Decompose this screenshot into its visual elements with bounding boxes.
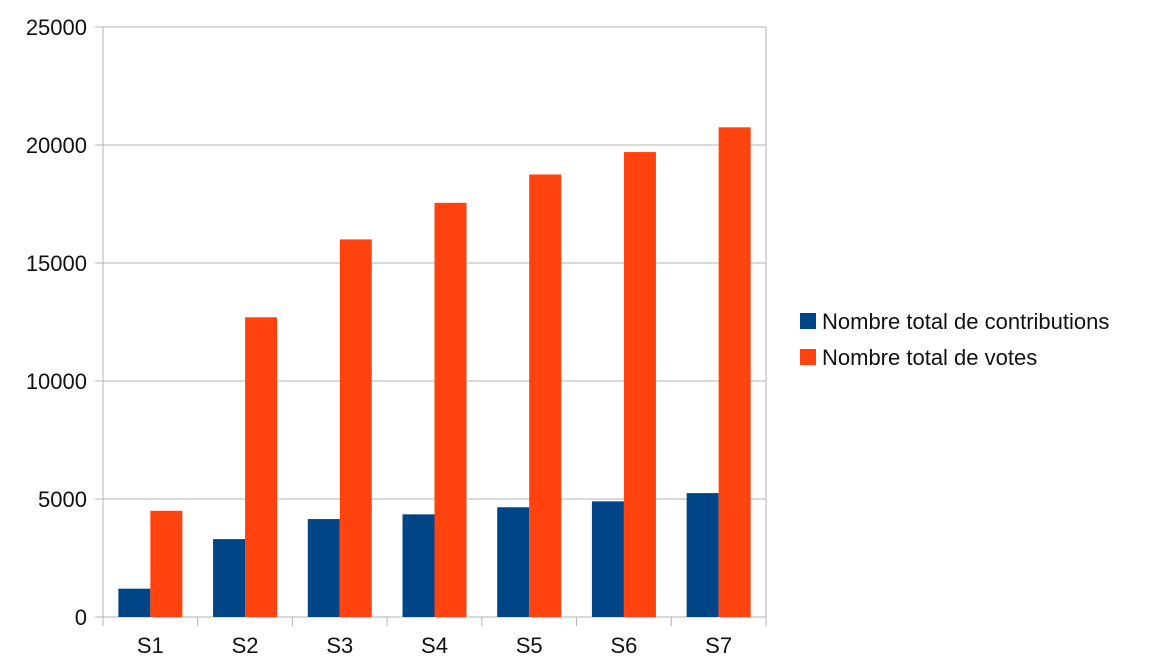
bar-contributions-s5 [497,507,530,617]
legend-swatch [800,313,816,329]
bar-contributions-s4 [402,514,435,617]
y-tick-label: 15000 [26,251,87,276]
legend-swatch [800,349,816,365]
bar-votes-s3 [339,239,372,617]
gridlines [95,26,766,618]
x-tick-label: S1 [137,633,164,658]
bars [118,127,751,618]
x-tick-label: S7 [705,633,732,658]
bar-contributions-s7 [686,493,719,617]
x-axis-ticks: S1 S2 S3 S4 S5 S6 S7 [102,617,767,658]
bar-votes-s7 [718,127,751,618]
bar-votes-s2 [245,317,278,617]
y-tick-label: 20000 [26,133,87,158]
y-tick-label: 5000 [38,487,87,512]
legend-label: Nombre total de contributions [822,309,1109,334]
bar-votes-s5 [529,174,562,617]
y-tick-label: 0 [75,605,87,630]
x-tick-label: S2 [232,633,259,658]
y-axis-ticks: 0 5000 10000 15000 20000 25000 [26,15,87,630]
legend: Nombre total de contributions Nombre tota… [800,309,1109,370]
y-tick-label: 10000 [26,369,87,394]
bar-votes-s4 [434,202,467,617]
x-tick-label: S5 [516,633,543,658]
bar-contributions-s2 [213,539,246,617]
x-tick-label: S6 [610,633,637,658]
x-tick-label: S3 [326,633,353,658]
legend-label: Nombre total de votes [822,345,1037,370]
y-tick-label: 25000 [26,15,87,40]
bar-contributions-s3 [307,519,340,617]
bar-contributions-s6 [591,501,624,617]
bar-votes-s1 [150,510,183,617]
bar-votes-s6 [623,152,656,617]
bar-contributions-s1 [118,588,151,617]
x-tick-label: S4 [421,633,448,658]
